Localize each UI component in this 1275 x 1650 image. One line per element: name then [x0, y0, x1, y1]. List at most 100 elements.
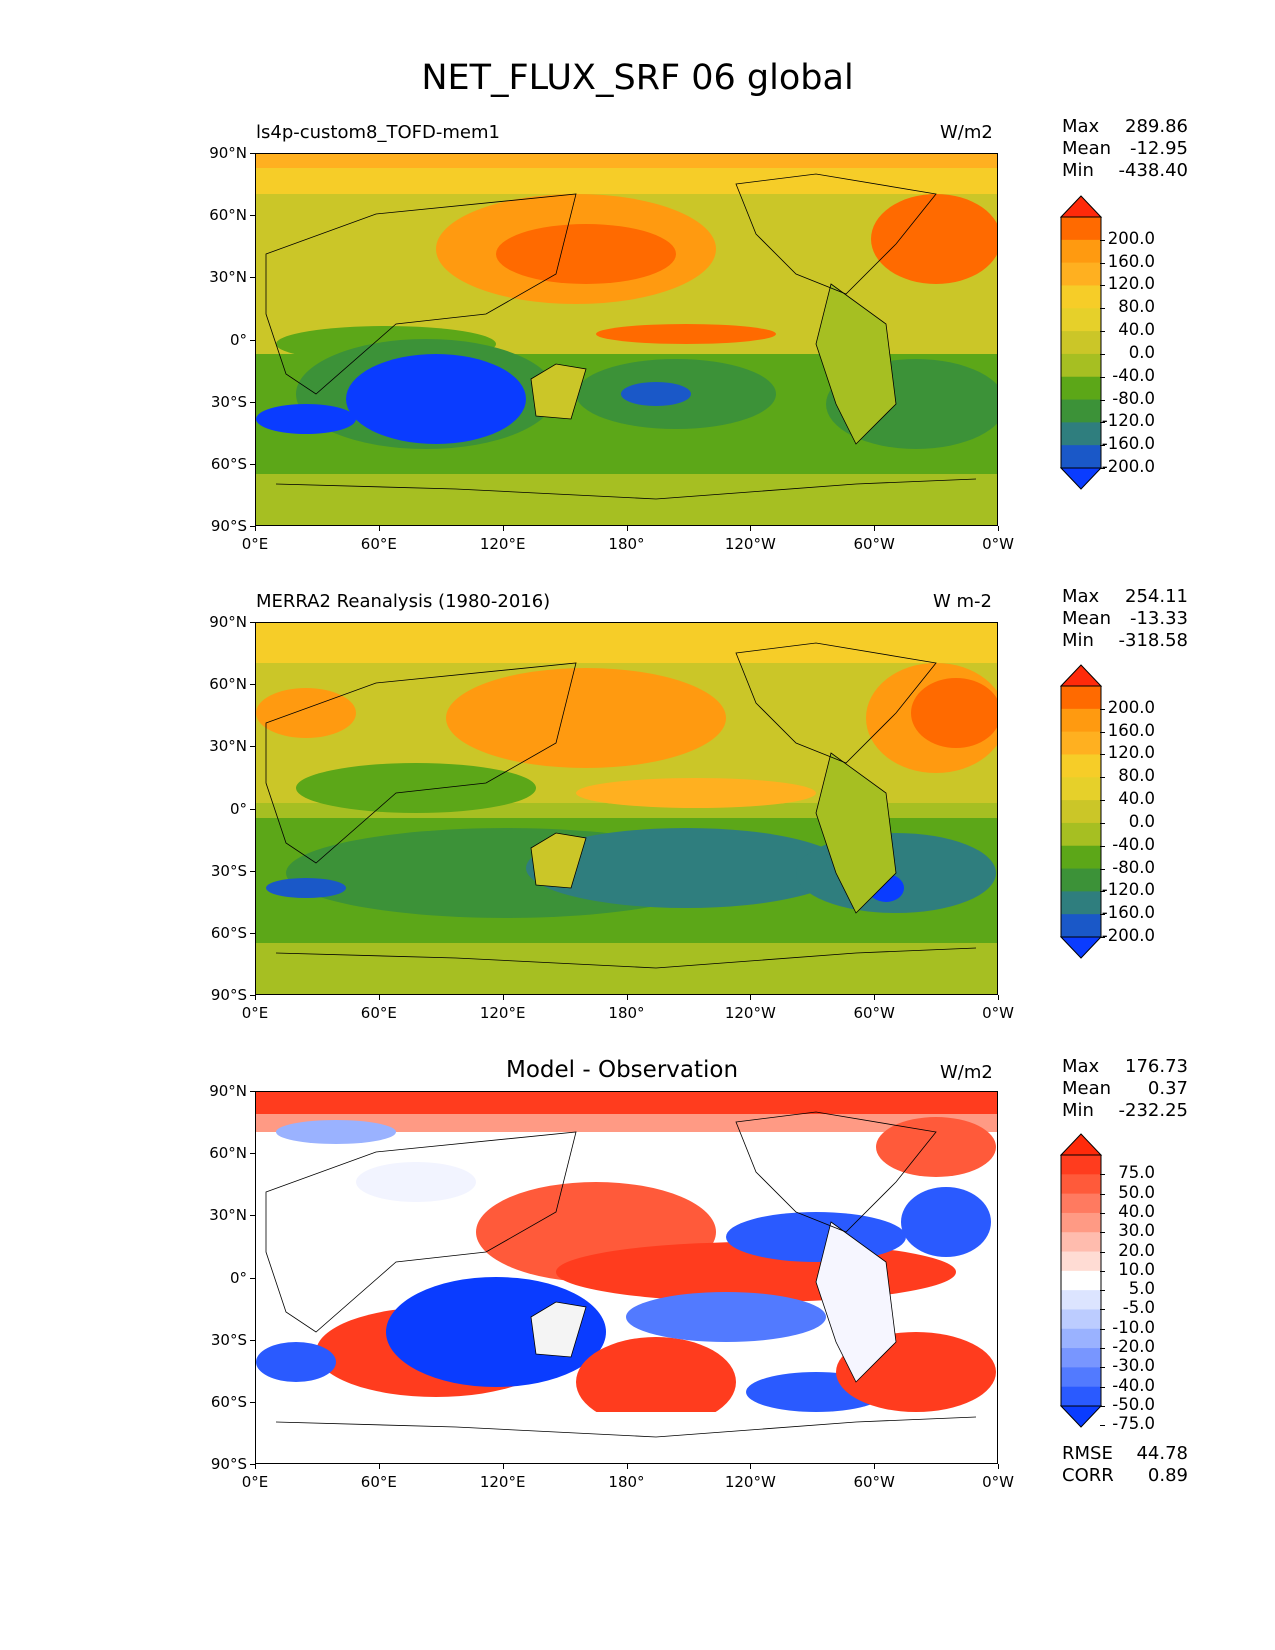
colorbar-segment [1061, 1270, 1101, 1291]
lon-tick-label: 0°E [241, 535, 269, 553]
lat-tick-label: 90°S [210, 986, 247, 1004]
colorbar-tick-label: 120.0 [1107, 274, 1155, 294]
colorbar-tick-label: -75.0 [1112, 1414, 1155, 1434]
lat-tick [250, 340, 255, 341]
colorbar-segment [1061, 754, 1101, 778]
panel-3-map [255, 1091, 998, 1464]
panel-1-units: W/m2 [940, 122, 993, 143]
colorbar-segment [1061, 1386, 1101, 1407]
colorbar-segment [1061, 353, 1101, 378]
colorbar-tick [1100, 285, 1105, 286]
lat-tick [250, 684, 255, 685]
lon-tick [627, 526, 628, 531]
colorbar-tick-label: 0.0 [1128, 342, 1155, 362]
colorbar-tick-label: 40.0 [1118, 320, 1155, 340]
panel-3-colorbar-svg [1059, 1133, 1103, 1428]
panel-3-field [256, 1092, 997, 1463]
lat-tick [250, 995, 255, 996]
lon-tick-label: 0°W [982, 1004, 1014, 1022]
panel-2-colorbar [1059, 664, 1104, 959]
panel-3-colorbar [1059, 1133, 1104, 1428]
panel-2-field [256, 623, 997, 994]
colorbar-segment [1061, 308, 1101, 332]
colorbar-tick-label: 20.0 [1118, 1240, 1155, 1260]
lon-tick-label: 0°E [241, 1473, 269, 1491]
lon-tick-label: 120°W [724, 1004, 776, 1022]
colorbar-tick [1100, 1290, 1105, 1291]
lon-tick [998, 526, 999, 531]
colorbar-outline [1060, 1154, 1102, 1407]
colorbar-segment [1061, 800, 1101, 824]
colorbar-tick-label: 30.0 [1118, 1221, 1155, 1241]
lat-tick [250, 1464, 255, 1465]
colorbar-tick-label: -30.0 [1112, 1356, 1155, 1376]
panel-1-map [255, 153, 998, 526]
lon-tick [255, 1464, 256, 1469]
lat-tick [250, 1340, 255, 1341]
lat-tick-label: 0° [229, 330, 247, 349]
lat-tick-label: 0° [229, 799, 247, 818]
colorbar-tick-label: 40.0 [1118, 789, 1155, 809]
colorbar-tick [1100, 308, 1105, 309]
mean-label: Mean [1062, 138, 1112, 159]
lon-tick-label: 180° [608, 1473, 645, 1491]
colorbar-tick-label: 40.0 [1118, 1201, 1155, 1221]
max-value: 289.86 [1125, 116, 1188, 137]
min-value: -318.58 [1118, 630, 1188, 651]
colorbar-segment [1061, 777, 1101, 801]
lat-tick-label: 90°N [209, 613, 247, 631]
lat-tick [250, 402, 255, 403]
lat-tick [250, 464, 255, 465]
colorbar-extend-max [1059, 1133, 1103, 1156]
lat-tick [250, 622, 255, 623]
lat-tick [250, 871, 255, 872]
lon-tick [750, 526, 751, 531]
colorbar-segment [1061, 445, 1101, 469]
colorbar-segment [1061, 708, 1101, 733]
colorbar-segment [1061, 262, 1101, 286]
lon-tick [255, 995, 256, 1000]
lon-tick-label: 60°W [853, 1004, 895, 1022]
lon-tick [874, 526, 875, 531]
colorbar-tick [1100, 891, 1105, 892]
lat-tick-label: 30°N [209, 268, 247, 287]
lon-tick [998, 995, 999, 1000]
lat-tick-label: 30°N [209, 1206, 247, 1225]
colorbar-tick-label: -80.0 [1112, 857, 1155, 877]
colorbar-extend-max [1059, 664, 1103, 687]
lat-tick-label: 60°N [209, 675, 247, 694]
colorbar-tick [1100, 1329, 1105, 1330]
lat-tick [250, 1153, 255, 1154]
colorbar-tick [1100, 732, 1105, 733]
colorbar-segment [1061, 686, 1101, 710]
lon-tick [627, 995, 628, 1000]
colorbar-extend-min [1059, 1405, 1103, 1428]
max-label: Max [1062, 1056, 1100, 1077]
lon-tick [379, 995, 380, 1000]
lon-tick-label: 60°W [853, 1473, 895, 1491]
lat-tick [250, 1091, 255, 1092]
colorbar-tick-label: -160.0 [1101, 434, 1155, 454]
lat-tick [250, 526, 255, 527]
lat-tick [250, 1215, 255, 1216]
colorbar-segment [1061, 1193, 1101, 1214]
colorbar-tick-label: 5.0 [1128, 1279, 1155, 1299]
corr-value: 0.89 [1147, 1465, 1188, 1486]
max-value: 254.11 [1125, 586, 1188, 607]
colorbar-tick [1100, 1232, 1105, 1233]
lat-tick [250, 215, 255, 216]
lat-tick [250, 933, 255, 934]
colorbar-segment [1061, 1251, 1101, 1272]
figure-title: NET_FLUX_SRF 06 global [421, 58, 854, 98]
panel-1-field [256, 154, 997, 525]
colorbar-tick-label: -120.0 [1101, 411, 1155, 431]
lat-tick [250, 746, 255, 747]
colorbar-tick-label: -160.0 [1101, 903, 1155, 923]
lat-tick [250, 277, 255, 278]
lon-tick [750, 1464, 751, 1469]
colorbar-outline [1060, 216, 1102, 469]
lon-tick-label: 180° [608, 535, 645, 553]
panel-2-units: W m-2 [933, 591, 993, 612]
max-label: Max [1062, 116, 1100, 137]
colorbar-tick [1100, 468, 1105, 469]
